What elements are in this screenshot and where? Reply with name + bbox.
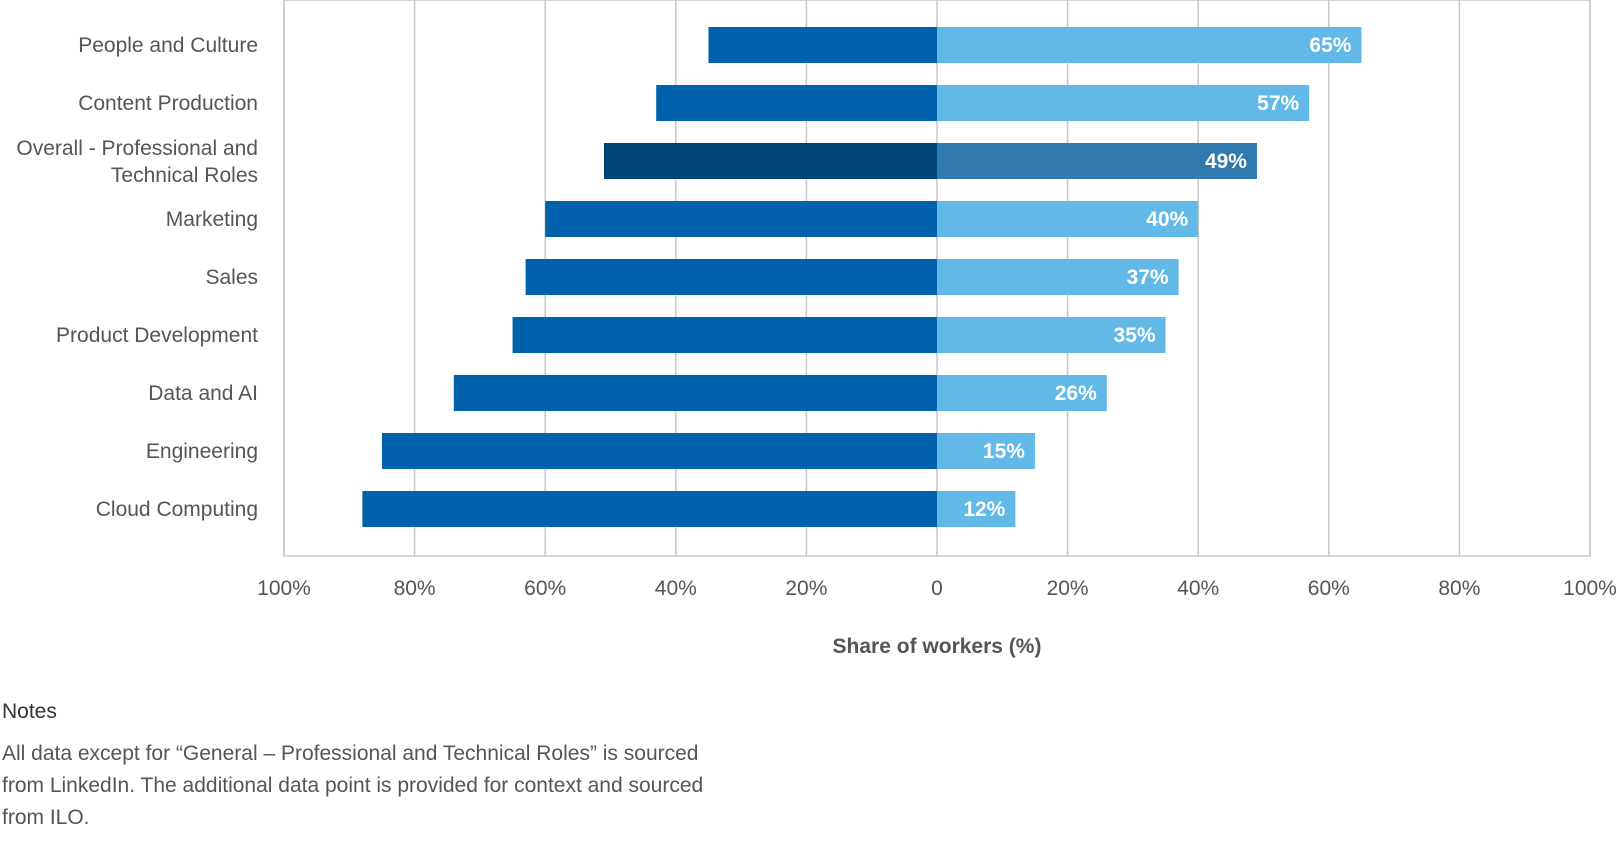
x-tick-label: 60% xyxy=(524,577,566,600)
x-tick-label: 20% xyxy=(1047,577,1089,600)
data-label: 57% xyxy=(1257,92,1299,115)
data-label: 37% xyxy=(1127,266,1169,289)
data-label: 15% xyxy=(983,440,1025,463)
x-tick-labels: 100% 80% 60% 40% 20% 0 20% 40% 60% 80% 100% xyxy=(257,577,1617,600)
notes-text: All data except for “General – Professio… xyxy=(2,742,704,829)
category-label: Sales xyxy=(205,266,258,289)
bar-female xyxy=(937,85,1310,121)
bar-male xyxy=(512,317,937,353)
bar-male xyxy=(525,259,937,295)
bar-female xyxy=(937,143,1257,179)
x-tick-label: 100% xyxy=(1563,577,1617,600)
notes-section: Notes All data except for “General – Pro… xyxy=(2,700,742,834)
x-tick-label: 80% xyxy=(1438,577,1480,600)
bar-female xyxy=(937,375,1107,411)
category-label: Product Development xyxy=(56,324,258,347)
bar-female xyxy=(937,433,1035,469)
category-label: Engineering xyxy=(146,440,258,463)
x-tick-label: 100% xyxy=(257,577,311,600)
category-label: Overall - Professional and Technical Role… xyxy=(16,137,258,187)
x-tick-label: 80% xyxy=(394,577,436,600)
data-label: 35% xyxy=(1114,324,1156,347)
bar-female xyxy=(937,491,1016,527)
data-label: 49% xyxy=(1205,150,1247,173)
diverging-bar-chart: 65% 57% 49% 40% 37% 35% 26% 15% 12% 100% 80% 60% 40… xyxy=(16,0,1617,658)
data-label: 65% xyxy=(1309,34,1351,57)
bar-male xyxy=(603,143,937,179)
bar-male xyxy=(453,375,937,411)
x-axis-title: Share of workers (%) xyxy=(833,635,1042,658)
category-label: Marketing xyxy=(166,208,258,231)
bar-female xyxy=(937,317,1166,353)
category-label: Cloud Computing xyxy=(96,498,258,521)
notes-title: Notes xyxy=(2,700,57,723)
x-tick-label: 0 xyxy=(931,577,943,600)
data-label: 12% xyxy=(963,498,1005,521)
plot-area-frame xyxy=(283,0,1591,557)
data-label: 40% xyxy=(1146,208,1188,231)
x-tick-label: 40% xyxy=(1177,577,1219,600)
category-label: Content Production xyxy=(78,92,258,115)
bar-female xyxy=(937,201,1199,237)
x-tick-label: 20% xyxy=(785,577,827,600)
x-tick-label: 40% xyxy=(655,577,697,600)
bar-male xyxy=(656,85,937,121)
bar-male xyxy=(545,201,937,237)
bar-male xyxy=(381,433,937,469)
bar-male xyxy=(362,491,937,527)
category-label: People and Culture xyxy=(78,34,258,57)
category-label: Data and AI xyxy=(148,382,258,405)
bar-male xyxy=(708,27,937,63)
category-labels: People and Culture Content Production Over… xyxy=(16,34,258,521)
bar-female xyxy=(937,259,1179,295)
data-label: 26% xyxy=(1055,382,1097,405)
bars: 65% 57% 49% 40% 37% 35% 26% 15% 12% xyxy=(362,27,1362,527)
bar-female xyxy=(937,27,1362,63)
x-tick-label: 60% xyxy=(1308,577,1350,600)
